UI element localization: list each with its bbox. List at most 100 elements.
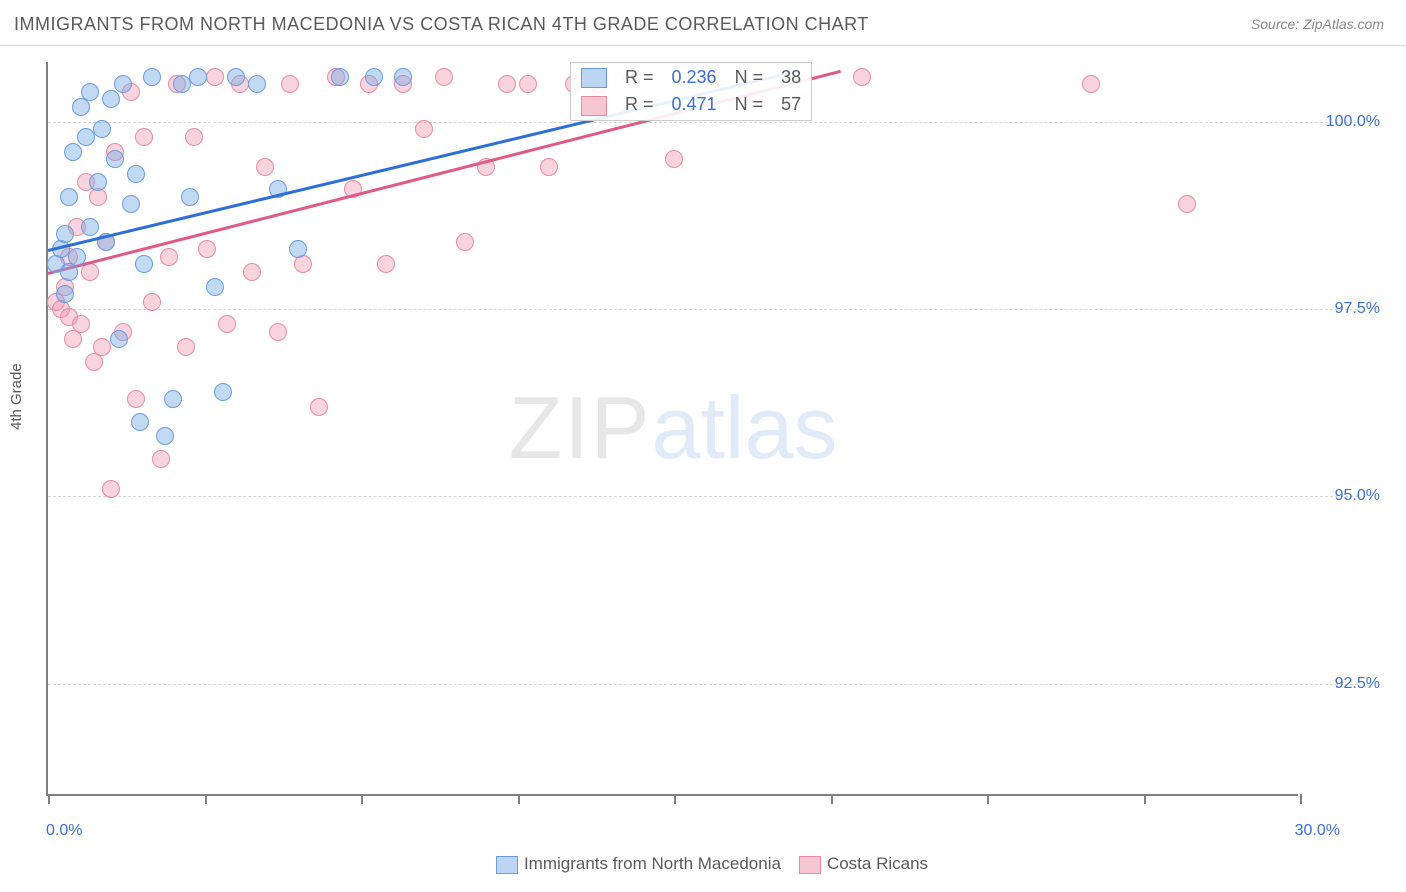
y-tick-label: 100.0% xyxy=(1326,113,1380,131)
gridline-h xyxy=(48,122,1358,123)
x-axis-min-label: 0.0% xyxy=(46,822,82,840)
scatter-dot-pink xyxy=(135,128,153,146)
legend-stats-row: R =0.471N =57 xyxy=(573,92,809,117)
scatter-dot-pink xyxy=(218,315,236,333)
scatter-dot-pink xyxy=(243,263,261,281)
scatter-dot-blue xyxy=(64,143,82,161)
scatter-dot-blue xyxy=(156,427,174,445)
chart-source: Source: ZipAtlas.com xyxy=(1251,16,1384,32)
watermark: ZIPatlas xyxy=(509,377,838,479)
scatter-dot-pink xyxy=(256,158,274,176)
scatter-dot-blue xyxy=(114,75,132,93)
scatter-dot-blue xyxy=(81,218,99,236)
scatter-dot-pink xyxy=(93,338,111,356)
scatter-dot-pink xyxy=(185,128,203,146)
header-bar: IMMIGRANTS FROM NORTH MACEDONIA VS COSTA… xyxy=(0,0,1406,46)
scatter-dot-pink xyxy=(269,323,287,341)
scatter-dot-pink xyxy=(198,240,216,258)
x-axis-max-label: 30.0% xyxy=(1295,822,1340,840)
scatter-dot-pink xyxy=(127,390,145,408)
legend-r-value: 0.236 xyxy=(664,65,725,90)
y-axis-label: 4th Grade xyxy=(8,363,25,430)
legend-series-label: Immigrants from North Macedonia xyxy=(524,854,781,873)
scatter-dot-blue xyxy=(189,68,207,86)
scatter-dot-blue xyxy=(81,83,99,101)
scatter-dot-pink xyxy=(498,75,516,93)
legend-stats-row: R =0.236N =38 xyxy=(573,65,809,90)
scatter-dot-blue xyxy=(173,75,191,93)
legend-swatch xyxy=(581,96,607,116)
legend-stats-table: R =0.236N =38R =0.471N =57 xyxy=(571,63,811,120)
x-tick xyxy=(1144,794,1146,804)
scatter-dot-blue xyxy=(331,68,349,86)
scatter-dot-blue xyxy=(143,68,161,86)
x-tick xyxy=(1300,794,1302,804)
scatter-dot-blue xyxy=(89,173,107,191)
x-tick xyxy=(518,794,520,804)
scatter-dot-blue xyxy=(102,90,120,108)
gridline-h xyxy=(48,496,1358,497)
scatter-dot-blue xyxy=(110,330,128,348)
scatter-dot-pink xyxy=(435,68,453,86)
legend-n-value: 38 xyxy=(773,65,809,90)
scatter-dot-pink xyxy=(72,315,90,333)
y-tick-label: 97.5% xyxy=(1335,300,1380,318)
scatter-dot-blue xyxy=(60,188,78,206)
scatter-dot-pink xyxy=(377,255,395,273)
plot-area: ZIPatlas 100.0%97.5%95.0%92.5% xyxy=(46,62,1298,796)
scatter-dot-pink xyxy=(177,338,195,356)
y-tick-label: 92.5% xyxy=(1335,675,1380,693)
x-tick xyxy=(48,794,50,804)
legend-n-value: 57 xyxy=(773,92,809,117)
scatter-dot-blue xyxy=(394,68,412,86)
legend-r-value: 0.471 xyxy=(664,92,725,117)
scatter-dot-pink xyxy=(853,68,871,86)
scatter-dot-pink xyxy=(456,233,474,251)
scatter-dot-blue xyxy=(289,240,307,258)
legend-r-label: R = xyxy=(617,92,662,117)
scatter-dot-blue xyxy=(106,150,124,168)
x-tick xyxy=(674,794,676,804)
scatter-dot-blue xyxy=(135,255,153,273)
scatter-dot-blue xyxy=(248,75,266,93)
legend-stats-panel: R =0.236N =38R =0.471N =57 xyxy=(570,62,812,121)
x-tick xyxy=(361,794,363,804)
scatter-dot-blue xyxy=(206,278,224,296)
scatter-dot-pink xyxy=(160,248,178,266)
gridline-h xyxy=(48,309,1358,310)
scatter-dot-pink xyxy=(1082,75,1100,93)
scatter-dot-blue xyxy=(131,413,149,431)
legend-n-label: N = xyxy=(727,92,772,117)
scatter-dot-pink xyxy=(665,150,683,168)
x-tick xyxy=(831,794,833,804)
x-tick xyxy=(205,794,207,804)
scatter-dot-blue xyxy=(181,188,199,206)
scatter-dot-blue xyxy=(93,120,111,138)
scatter-dot-pink xyxy=(152,450,170,468)
legend-series-label: Costa Ricans xyxy=(827,854,928,873)
scatter-dot-pink xyxy=(310,398,328,416)
scatter-dot-pink xyxy=(143,293,161,311)
scatter-dot-pink xyxy=(102,480,120,498)
scatter-dot-blue xyxy=(365,68,383,86)
scatter-dot-blue xyxy=(56,285,74,303)
scatter-dot-pink xyxy=(540,158,558,176)
scatter-dot-pink xyxy=(415,120,433,138)
legend-series: Immigrants from North Macedonia Costa Ric… xyxy=(0,854,1406,874)
gridline-h xyxy=(48,684,1358,685)
y-tick-label: 95.0% xyxy=(1335,487,1380,505)
legend-r-label: R = xyxy=(617,65,662,90)
scatter-dot-pink xyxy=(519,75,537,93)
chart-title: IMMIGRANTS FROM NORTH MACEDONIA VS COSTA… xyxy=(14,14,869,35)
scatter-dot-blue xyxy=(56,225,74,243)
scatter-dot-blue xyxy=(122,195,140,213)
legend-swatch xyxy=(799,856,821,874)
scatter-dot-blue xyxy=(68,248,86,266)
legend-swatch xyxy=(496,856,518,874)
scatter-dot-pink xyxy=(281,75,299,93)
scatter-dot-blue xyxy=(77,128,95,146)
watermark-atlas: atlas xyxy=(652,378,838,477)
scatter-dot-blue xyxy=(214,383,232,401)
scatter-dot-blue xyxy=(227,68,245,86)
legend-n-label: N = xyxy=(727,65,772,90)
